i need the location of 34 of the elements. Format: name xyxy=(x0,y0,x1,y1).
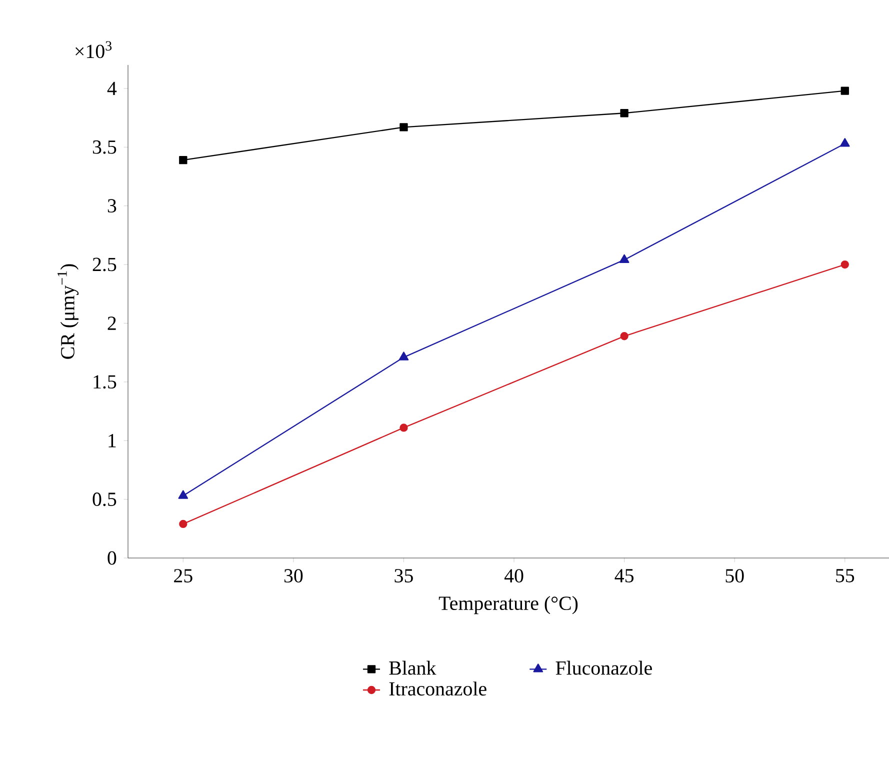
point xyxy=(179,520,188,528)
point xyxy=(398,352,409,360)
y-axis-title: CR (μmy$^{−1}$) xyxy=(58,264,79,359)
y-tick-label: 0 xyxy=(108,551,116,565)
point xyxy=(620,332,628,340)
y-tick-label: 3 xyxy=(108,199,116,213)
point xyxy=(179,156,188,164)
x-tick-label: 55 xyxy=(836,569,854,582)
point xyxy=(400,424,408,432)
x-tick-label: 50 xyxy=(726,569,744,583)
x-tick-label: 30 xyxy=(284,569,303,583)
y-tick-label: 1 xyxy=(108,434,116,448)
x-axis-title: Temperature (°C) xyxy=(438,596,578,614)
point xyxy=(840,86,849,95)
point xyxy=(178,490,188,499)
x-tick-label: 40 xyxy=(504,569,524,583)
y-tick-label: 2.5 xyxy=(92,258,116,272)
point xyxy=(619,254,630,263)
y-tick-label: 2 xyxy=(108,316,116,330)
y-tick-label: 1.5 xyxy=(94,375,116,389)
legend-label: Itraconazole xyxy=(389,682,486,696)
x-tick-label: 25 xyxy=(174,569,192,582)
point xyxy=(620,109,628,118)
point xyxy=(840,138,850,147)
y-tick-label: 0.5 xyxy=(92,492,116,506)
point xyxy=(840,260,849,269)
legend-label: Blank xyxy=(389,660,436,675)
x-tick-label: 35 xyxy=(394,569,413,582)
legend-label: Fluconazole xyxy=(556,660,652,675)
y-tick-label: 3.5 xyxy=(92,140,116,154)
x-tick-label: 45 xyxy=(614,569,634,582)
y-tick-label: 4 xyxy=(107,82,117,96)
text: ×10$^{3}$ xyxy=(76,41,112,58)
point xyxy=(400,123,408,132)
